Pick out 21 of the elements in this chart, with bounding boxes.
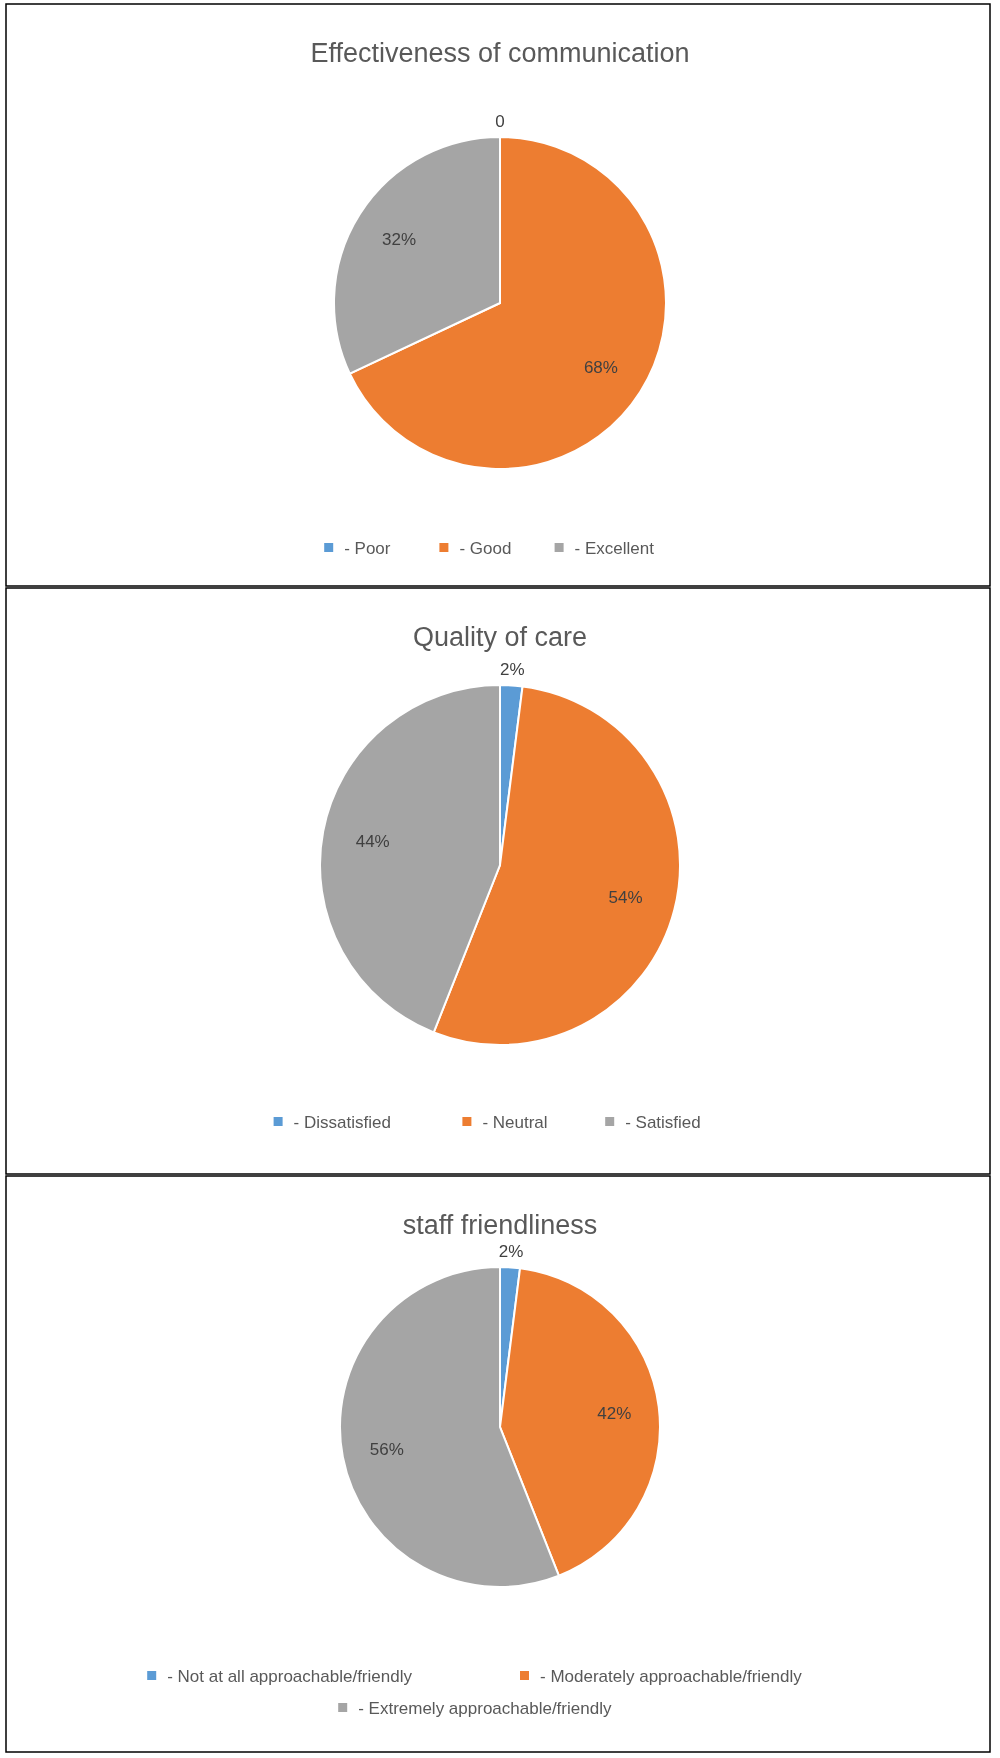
legend-label: - Satisfied	[625, 1112, 701, 1132]
data-label: 44%	[355, 831, 390, 851]
text: 0	[495, 111, 505, 131]
legend-label: - Not at all approachable/friendly	[167, 1666, 413, 1686]
legend-label: - Neutral	[482, 1112, 548, 1132]
legend-label: - Moderately approachable/friendly	[540, 1666, 803, 1686]
data-label: 42%	[597, 1403, 632, 1423]
legend-label: - Good	[459, 538, 512, 558]
chart-title: Quality of care	[412, 622, 588, 652]
data-label: 54%	[608, 888, 643, 908]
chart-title: Effectiveness of communication	[310, 38, 690, 68]
legend-label: - Poor	[344, 538, 391, 558]
chart-title: staff friendliness	[402, 1210, 598, 1240]
data-label: 32%	[382, 229, 417, 249]
data-label: 2%	[500, 660, 525, 680]
data-label: 56%	[369, 1439, 404, 1459]
legend-label: - Excellent	[574, 538, 655, 558]
legend-label: - Dissatisfied	[293, 1112, 391, 1132]
data-label: 2%	[498, 1242, 524, 1262]
data-label: 68%	[583, 357, 618, 377]
legend-label: - Extremely approachable/friendly	[358, 1698, 612, 1718]
